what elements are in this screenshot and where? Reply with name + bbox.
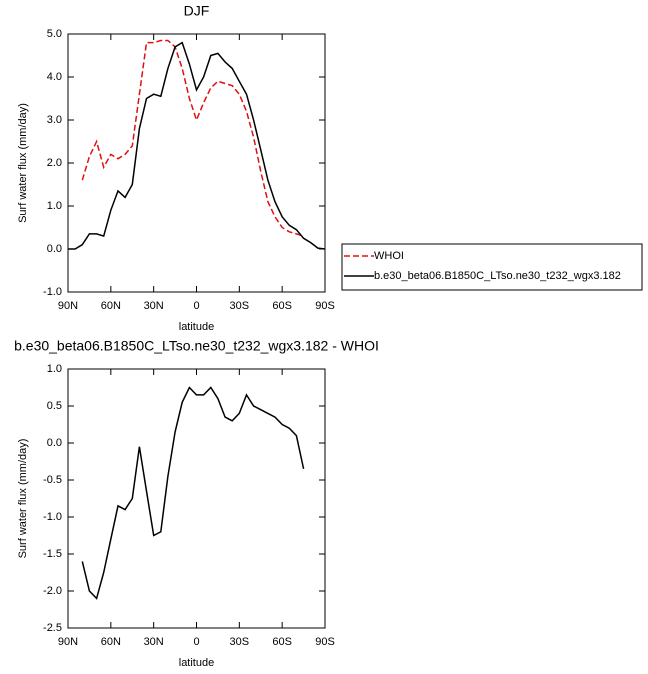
data-line — [81, 39, 304, 237]
x-axis-label: latitude — [179, 321, 214, 333]
x-tick-label: 90N — [58, 636, 78, 648]
x-tick-label: 0 — [193, 636, 199, 648]
y-tick-label: 5.0 — [47, 28, 62, 40]
chart-title: b.e30_beta06.B1850C_LTso.ne30_t232_wgx3.… — [14, 338, 379, 354]
x-tick-label: 90S — [315, 300, 335, 312]
x-tick-label: 60S — [272, 300, 292, 312]
x-tick-label: 90N — [58, 300, 78, 312]
y-tick-label: 2.0 — [47, 157, 62, 169]
legend-box — [341, 243, 643, 291]
y-tick-label: 0.5 — [47, 400, 62, 412]
x-tick-label: 30N — [144, 636, 164, 648]
y-tick-label: 3.0 — [47, 114, 62, 126]
y-tick-label: -2.5 — [43, 622, 62, 634]
plot-frame — [67, 368, 326, 629]
data-line — [68, 41, 326, 250]
x-tick-label: 0 — [193, 300, 199, 312]
x-tick-label: 60S — [272, 636, 292, 648]
x-axis-label: latitude — [179, 657, 214, 669]
x-tick-label: 60N — [101, 636, 121, 648]
y-tick-label: 1.0 — [47, 363, 62, 375]
y-tick-label: 1.0 — [47, 200, 62, 212]
x-tick-label: 60N — [101, 300, 121, 312]
y-tick-label: 0.0 — [47, 437, 62, 449]
y-tick-label: -1.0 — [43, 511, 62, 523]
y-axis-label: Surf water flux (mm/day) — [17, 103, 29, 223]
y-tick-label: 0.0 — [47, 243, 62, 255]
y-tick-label: -1.0 — [43, 286, 62, 298]
y-tick-label: -0.5 — [43, 474, 62, 486]
x-tick-label: 30S — [230, 300, 250, 312]
legend-label: WHOI — [374, 250, 404, 262]
y-tick-label: -2.0 — [43, 585, 62, 597]
legend-label: b.e30_beta06.B1850C_LTso.ne30_t232_wgx3.… — [374, 270, 621, 282]
y-axis-label: Surf water flux (mm/day) — [17, 439, 29, 559]
x-tick-label: 90S — [315, 636, 335, 648]
chart-title: DJF — [184, 3, 210, 19]
plot-frame — [67, 33, 326, 293]
x-tick-label: 30S — [230, 636, 250, 648]
y-tick-label: -1.5 — [43, 548, 62, 560]
x-tick-label: 30N — [144, 300, 164, 312]
y-tick-label: 4.0 — [47, 71, 62, 83]
data-line — [81, 386, 305, 600]
